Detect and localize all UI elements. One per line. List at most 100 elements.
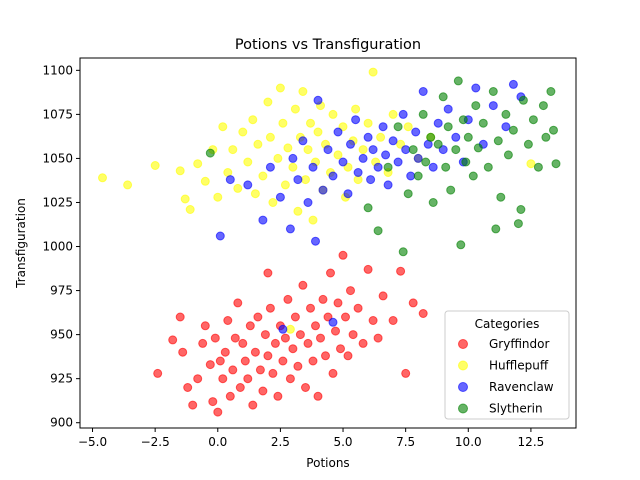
legend-label-hufflepuff: Hufflepuff [489, 359, 549, 373]
point-gryffindor-40 [280, 333, 290, 343]
point-slytherin-35 [513, 219, 523, 229]
point-ravenclaw-47 [471, 83, 481, 93]
point-gryffindor-73 [378, 291, 388, 301]
point-slytherin-12 [428, 198, 438, 207]
point-slytherin-42 [546, 87, 556, 96]
point-ravenclaw-35 [406, 171, 416, 181]
point-gryffindor-19 [230, 333, 240, 343]
point-ravenclaw-7 [288, 153, 298, 163]
chart-title: Potions vs Transfiguration [235, 37, 421, 53]
point-ravenclaw-32 [393, 157, 403, 167]
point-slytherin-30 [493, 136, 503, 146]
point-gryffindor-22 [238, 338, 248, 348]
point-slytherin-39 [533, 162, 543, 172]
point-ravenclaw-33 [398, 109, 408, 119]
legend-box [444, 310, 570, 420]
legend-marker-ravenclaw [458, 382, 468, 392]
point-hufflepuff-27 [283, 143, 293, 153]
point-slytherin-45 [516, 205, 526, 214]
point-gryffindor-54 [316, 333, 325, 343]
point-ravenclaw-44 [451, 132, 461, 142]
point-slytherin-10 [421, 157, 431, 167]
point-gryffindor-33 [263, 351, 273, 361]
point-hufflepuff-17 [250, 189, 260, 199]
point-hufflepuff-20 [263, 97, 273, 107]
point-hufflepuff-26 [280, 180, 290, 190]
point-gryffindor-39 [278, 356, 288, 366]
point-slytherin-46 [491, 224, 501, 234]
legend-marker-gryffindor [458, 339, 468, 349]
point-ravenclaw-12 [311, 236, 320, 246]
point-gryffindor-43 [288, 344, 298, 354]
point-hufflepuff-25 [278, 118, 288, 128]
y-axis-ticks: 900 925 950 975 1000 1025 1050 1075 1100 [42, 63, 80, 430]
point-gryffindor-1 [168, 335, 178, 345]
point-hufflepuff-58 [396, 139, 406, 149]
point-ravenclaw-16 [328, 171, 338, 181]
point-hufflepuff-0 [98, 173, 107, 183]
point-gryffindor-67 [348, 330, 358, 340]
point-slytherin-28 [483, 162, 493, 172]
point-gryffindor-50 [306, 303, 315, 313]
point-gryffindor-5 [188, 400, 198, 410]
point-gryffindor-25 [245, 321, 255, 331]
point-gryffindor-61 [333, 298, 343, 308]
point-slytherin-24 [468, 171, 478, 181]
point-ravenclaw-15 [323, 145, 333, 155]
point-slytherin-9 [418, 109, 428, 119]
legend: Categories Gryffindor Hufflepuff Ravenclaw… [444, 310, 570, 420]
point-gryffindor-74 [388, 316, 398, 325]
point-ravenclaw-21 [351, 115, 361, 125]
point-hufflepuff-16 [248, 115, 258, 125]
point-slytherin-44 [551, 159, 561, 169]
point-ravenclaw-1 [225, 175, 235, 185]
point-gryffindor-12 [213, 407, 223, 417]
point-slytherin-32 [501, 109, 511, 119]
point-gryffindor-51 [308, 356, 318, 366]
point-ravenclaw-19 [343, 189, 353, 199]
point-hufflepuff-63 [285, 324, 295, 334]
point-gryffindor-56 [321, 351, 330, 361]
point-ravenclaw-29 [381, 150, 391, 160]
point-hufflepuff-1 [123, 180, 133, 190]
x-tick-label: 12.5 [518, 435, 545, 449]
point-hufflepuff-22 [268, 198, 278, 207]
point-ravenclaw-43 [443, 104, 453, 114]
point-gryffindor-53 [313, 391, 323, 401]
point-ravenclaw-50 [501, 122, 511, 132]
point-hufflepuff-9 [213, 192, 223, 202]
legend-items: Gryffindor Hufflepuff Ravenclaw Slytherin [458, 337, 554, 416]
points-layer [98, 67, 561, 417]
point-ravenclaw-25 [366, 175, 376, 185]
point-gryffindor-3 [178, 347, 188, 357]
point-hufflepuff-38 [313, 127, 323, 137]
x-tick-label: 5.0 [333, 435, 352, 449]
point-gryffindor-4 [183, 383, 193, 392]
point-hufflepuff-44 [333, 150, 343, 160]
point-gryffindor-9 [205, 360, 215, 370]
point-ravenclaw-11 [308, 162, 318, 172]
point-slytherin-11 [426, 132, 436, 142]
point-slytherin-25 [471, 101, 481, 111]
point-gryffindor-13 [215, 356, 225, 366]
point-gryffindor-42 [285, 374, 295, 384]
y-tick-label: 1050 [42, 151, 73, 165]
point-gryffindor-59 [328, 368, 338, 378]
point-gryffindor-18 [228, 365, 238, 375]
point-ravenclaw-40 [428, 162, 438, 172]
point-slytherin-29 [488, 87, 498, 96]
point-gryffindor-71 [368, 316, 378, 325]
point-gryffindor-70 [363, 264, 373, 274]
point-hufflepuff-2 [150, 161, 160, 170]
point-gryffindor-27 [250, 347, 260, 357]
point-ravenclaw-24 [363, 132, 373, 142]
point-ravenclaw-41 [433, 118, 443, 128]
point-slytherin-5 [398, 247, 408, 257]
point-hufflepuff-35 [306, 118, 315, 128]
point-hufflepuff-57 [388, 109, 398, 119]
point-gryffindor-47 [298, 280, 308, 290]
point-gryffindor-2 [175, 312, 185, 322]
point-hufflepuff-15 [243, 157, 253, 167]
point-slytherin-17 [446, 185, 456, 195]
point-slytherin-36 [518, 95, 528, 105]
